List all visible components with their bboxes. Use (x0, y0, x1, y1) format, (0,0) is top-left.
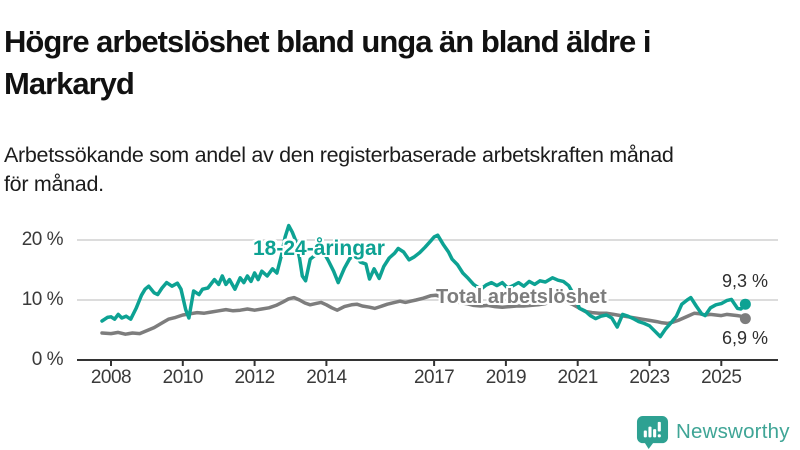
series-line-1 (100, 293, 748, 336)
series-label-young: 18-24-åringar (253, 237, 385, 260)
page-subtitle: Arbetssökande som andel av den registerb… (4, 141, 794, 199)
x-tick-label-2023: 2023 (629, 367, 670, 388)
page-title: Högre arbetslöshet bland unga än bland ä… (4, 21, 796, 105)
x-tick-label-2025: 2025 (701, 367, 742, 388)
newsworthy-wordmark: Newsworthy (676, 420, 790, 443)
title-line-1: Högre arbetslöshet bland unga än bland ä… (4, 23, 651, 59)
x-tick-label-2014: 2014 (306, 367, 347, 388)
x-tick-label-2012: 2012 (234, 367, 275, 388)
x-tick-label-2010: 2010 (162, 367, 204, 388)
y-tick-label-10: 10 % (21, 289, 64, 310)
subtitle-line-1: Arbetssökande som andel av den registerb… (4, 142, 674, 167)
series-label-total: Total arbetslöshet (436, 286, 607, 308)
series-end-dot-0 (739, 298, 751, 310)
end-value-total: 6,9 % (721, 328, 768, 348)
subtitle-line-2: för månad. (4, 171, 104, 196)
y-tick-label-0: 0 % (31, 349, 64, 370)
title-line-2: Markaryd (4, 65, 135, 101)
y-tick-label-20: 20 % (21, 229, 64, 250)
series-end-dot-1 (739, 313, 751, 325)
end-value-young: 9,3 % (721, 271, 768, 291)
line-chart-canvas (77, 223, 778, 366)
series-line-0 (100, 223, 748, 339)
x-tick-label-2008: 2008 (90, 367, 132, 388)
x-tick-label-2021: 2021 (557, 367, 599, 388)
x-tick-label-2017: 2017 (413, 367, 455, 388)
x-tick-label-2019: 2019 (485, 367, 527, 388)
newsworthy-logo: Newsworthy (636, 414, 790, 450)
newsworthy-bar-chart-bubble-icon (636, 415, 669, 449)
